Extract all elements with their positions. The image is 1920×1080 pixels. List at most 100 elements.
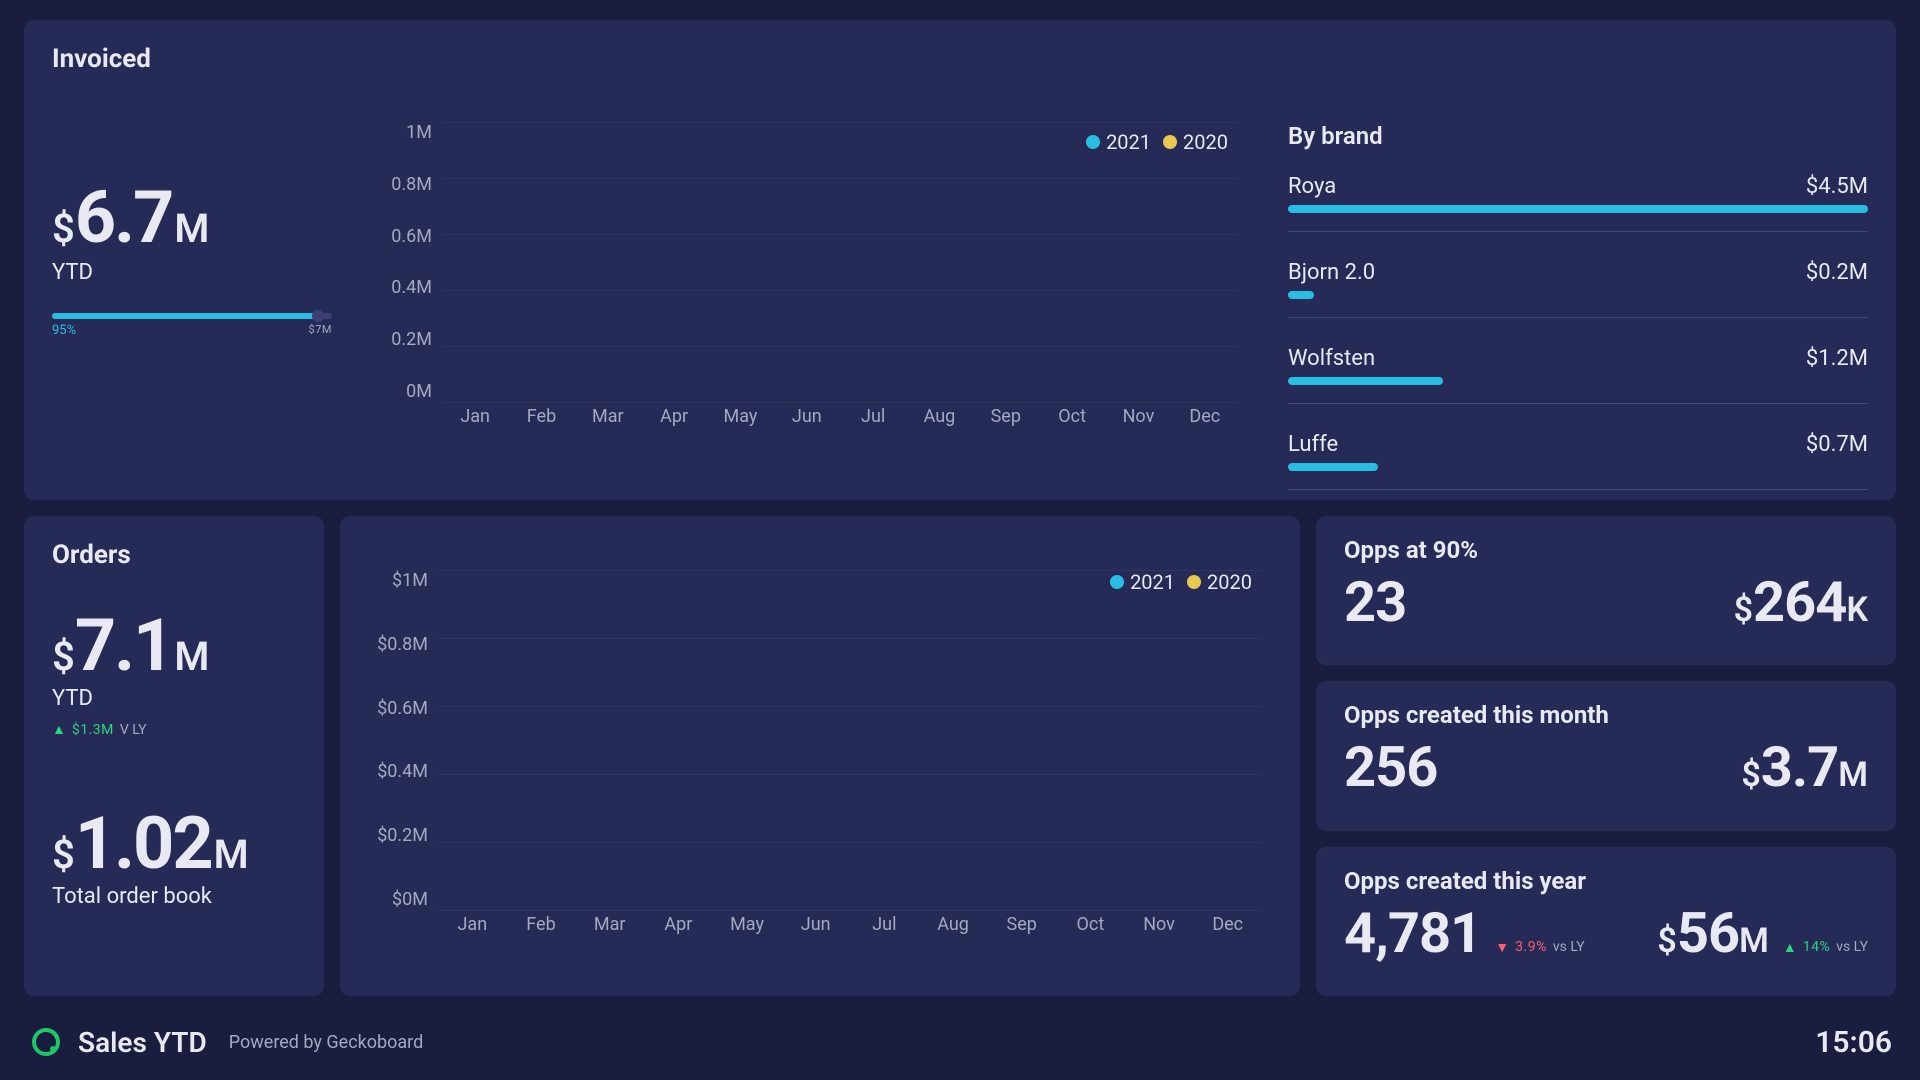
xtick-label: Mar — [575, 914, 644, 950]
currency-symbol: $ — [52, 831, 75, 878]
brand-name: Luffe — [1288, 432, 1338, 457]
ytick-label: $0.2M — [368, 825, 428, 846]
chart-yaxis: 1M 0.8M 0.6M 0.4M 0.2M 0M — [372, 122, 432, 402]
footer-title: Sales YTD — [78, 1026, 207, 1059]
xtick-label: Nov — [1125, 914, 1194, 950]
xtick-label: Nov — [1105, 406, 1171, 442]
xtick-label: Apr — [641, 406, 707, 442]
ytick-label: $1M — [368, 570, 428, 591]
xtick-label: May — [707, 406, 773, 442]
value-number: 256 — [1344, 739, 1437, 795]
opps-month-panel: Opps created this month 256 $ 3.7 M — [1316, 681, 1896, 830]
delta-suffix: vs LY — [1836, 939, 1868, 955]
gridline — [438, 910, 1262, 911]
chart-xaxis: JanFebMarAprMayJunJulAugSepOctNovDec — [442, 406, 1238, 442]
ytick-label: 0M — [372, 381, 432, 402]
ytick-label: 0.8M — [372, 174, 432, 195]
orders-chart-panel: 20212020 $1M$0.8M$0.6M$0.4M$0.2M$0M JanF… — [340, 516, 1300, 996]
value-suffix: M — [174, 205, 209, 252]
xtick-label: Feb — [508, 406, 574, 442]
xtick-label: Jan — [442, 406, 508, 442]
by-brand-title: By brand — [1288, 122, 1868, 150]
chart-xaxis: JanFebMarAprMayJunJulAugSepOctNovDec — [438, 914, 1262, 950]
opps-year-value-block: $ 56 M ▲ 14% vs LY — [1657, 905, 1868, 961]
brand-value: $1.2M — [1806, 346, 1868, 371]
ytick-label: 0.2M — [372, 329, 432, 350]
chart-bars — [442, 122, 1238, 402]
invoiced-metric-block: $ 6.7 M YTD 95% $7M — [52, 82, 332, 500]
divider — [1288, 317, 1868, 318]
chart-yaxis: $1M$0.8M$0.6M$0.4M$0.2M$0M — [368, 570, 428, 910]
ytick-label: 0.4M — [372, 277, 432, 298]
orders-title: Orders — [52, 540, 296, 570]
xtick-label: Mar — [575, 406, 641, 442]
xtick-label: Feb — [507, 914, 576, 950]
brand-name: Wolfsten — [1288, 346, 1375, 371]
chart-bars — [438, 570, 1262, 910]
triangle-down-icon: ▼ — [1495, 939, 1509, 956]
progress-fill — [52, 313, 318, 319]
triangle-up-icon: ▲ — [52, 721, 66, 738]
value-suffix: M — [1739, 921, 1769, 961]
brand-row: Bjorn 2.0 $0.2M — [1288, 260, 1868, 318]
orders-book-value: $ 1.02 M — [52, 808, 296, 880]
progress-pct-label: 95% — [52, 323, 76, 338]
xtick-label: Sep — [973, 406, 1039, 442]
orders-book-label: Total order book — [52, 884, 296, 909]
value-number: 7.1 — [75, 610, 173, 682]
xtick-label: Jan — [438, 914, 507, 950]
brand-bar — [1288, 205, 1868, 213]
gridline — [442, 402, 1238, 403]
currency-symbol: $ — [52, 633, 75, 680]
value-number: 4,781 — [1344, 905, 1481, 961]
value-number: 23 — [1344, 574, 1406, 630]
divider — [1288, 403, 1868, 404]
value-number: 3.7 — [1761, 739, 1839, 795]
ytick-label: $0.6M — [368, 698, 428, 719]
value-suffix: K — [1846, 590, 1868, 630]
brand-name: Bjorn 2.0 — [1288, 260, 1375, 285]
brand-value: $0.2M — [1806, 260, 1868, 285]
invoiced-panel: Invoiced $ 6.7 M YTD — [24, 20, 1896, 500]
orders-ytd-value: $ 7.1 M — [52, 610, 296, 682]
invoiced-chart: 20212020 1M0.8M0.6M0.4M0.2M0M JanFebMarA… — [372, 82, 1248, 500]
delta-suffix: vs LY — [1553, 939, 1585, 955]
brand-name: Roya — [1288, 174, 1336, 199]
xtick-label: Jun — [781, 914, 850, 950]
invoiced-ytd-value: $ 6.7 M — [52, 182, 332, 254]
ytick-label: 0.6M — [372, 226, 432, 247]
ytick-label: $0M — [368, 889, 428, 910]
ytick-label: $0.8M — [368, 634, 428, 655]
xtick-label: Jul — [840, 406, 906, 442]
opps-year-panel: Opps created this year 4,781 ▼ 3.9% vs L… — [1316, 847, 1896, 996]
xtick-label: Jun — [774, 406, 840, 442]
by-brand-block: By brand Roya $4.5M Bjorn 2.0 $0.2M Wolfsten… — [1288, 82, 1868, 500]
brand-bar — [1288, 291, 1314, 299]
brand-row: Wolfsten $1.2M — [1288, 346, 1868, 404]
progress-knob — [312, 310, 324, 322]
progress-end-label: $7M — [309, 323, 332, 338]
footer-time: 15:06 — [1815, 1025, 1892, 1060]
brand-bar — [1288, 463, 1378, 471]
xtick-label: Sep — [987, 914, 1056, 950]
currency-symbol: $ — [52, 205, 75, 252]
xtick-label: Oct — [1056, 914, 1125, 950]
orders-panel: Orders $ 7.1 M YTD ▲ $1.3M V LY $ 1.02 — [24, 516, 324, 996]
opps-year-title: Opps created this year — [1344, 867, 1868, 895]
opps-month-count: 256 — [1344, 739, 1437, 795]
opps-at-90-panel: Opps at 90% 23 $ 264 K — [1316, 516, 1896, 665]
brand-value: $4.5M — [1806, 174, 1868, 199]
opps-year-count-block: 4,781 ▼ 3.9% vs LY — [1344, 905, 1585, 961]
orders-ytd-delta: ▲ $1.3M V LY — [52, 721, 296, 738]
value-number: 56 — [1677, 905, 1739, 961]
xtick-label: Dec — [1193, 914, 1262, 950]
ytick-label: 1M — [372, 122, 432, 143]
opps-month-title: Opps created this month — [1344, 701, 1868, 729]
invoiced-title: Invoiced — [52, 44, 1868, 74]
currency-symbol: $ — [1657, 921, 1676, 961]
progress-track — [52, 313, 332, 319]
brand-row: Roya $4.5M — [1288, 174, 1868, 232]
value-suffix: M — [1838, 755, 1868, 795]
triangle-up-icon: ▲ — [1783, 939, 1797, 956]
orders-ytd-label: YTD — [52, 686, 296, 711]
